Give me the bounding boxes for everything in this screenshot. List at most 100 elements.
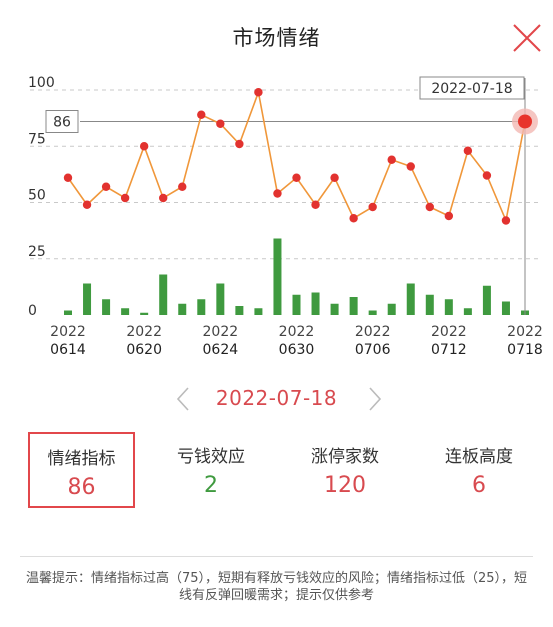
divider: [20, 556, 533, 557]
bar: [64, 310, 72, 315]
stat-sentiment-index[interactable]: 情绪指标 86: [28, 432, 135, 508]
data-point: [120, 193, 130, 203]
data-point: [387, 155, 396, 164]
bar: [482, 285, 491, 315]
data-point: [349, 214, 358, 223]
x-tick-year: 2022: [279, 324, 315, 340]
data-point: [444, 211, 454, 221]
sentiment-chart: 100 75 50 25 0 86 2022-07-18 2022 0614 2022 0620 20…: [0, 70, 553, 370]
x-tick-year: 2022: [355, 324, 391, 340]
current-date: 2022-07-18: [215, 386, 338, 410]
data-point: [292, 173, 301, 182]
bar: [197, 299, 206, 315]
x-tick-year: 2022: [50, 324, 86, 340]
bar: [273, 238, 282, 315]
x-tick-year: 2022: [507, 324, 543, 340]
data-point: [101, 182, 111, 191]
stat-value: 86: [67, 475, 96, 500]
bar: [501, 301, 510, 315]
y-tick-label: 100: [28, 75, 55, 91]
data-point: [273, 189, 282, 198]
close-button[interactable]: [509, 20, 545, 56]
x-tick-date: 0614: [50, 342, 86, 358]
sentiment-line: [67, 89, 526, 224]
y-tick-label: 0: [28, 303, 37, 319]
data-point: [216, 119, 225, 128]
bar: [406, 283, 415, 315]
x-tick-date: 0624: [203, 342, 239, 358]
chevron-right-icon: [369, 387, 382, 411]
data-point: [63, 173, 73, 182]
data-point: [139, 142, 149, 151]
y-tick-label: 75: [28, 131, 46, 147]
data-point: [178, 182, 187, 191]
bar: [330, 303, 339, 315]
next-date-button[interactable]: [364, 386, 384, 412]
data-point: [406, 162, 415, 171]
date-navigator: 2022-07-18: [0, 380, 553, 420]
data-point: [501, 216, 511, 225]
data-point: [311, 200, 320, 209]
bar: [444, 299, 453, 315]
y-tick-label: 50: [28, 188, 46, 204]
value-box-frame: [45, 110, 79, 133]
bar: [311, 292, 320, 315]
x-tick-year: 2022: [203, 324, 239, 340]
data-point: [425, 202, 434, 212]
bar: [292, 294, 301, 315]
x-tick-date: 0718: [507, 342, 543, 358]
prev-date-button[interactable]: [174, 386, 194, 412]
stat-loss-effect[interactable]: 亏钱效应 2: [156, 432, 266, 508]
data-point: [330, 173, 339, 182]
bar: [159, 274, 168, 315]
header: 市场情绪: [0, 0, 553, 70]
bar: [216, 283, 225, 315]
stats-row: 情绪指标 86 亏钱效应 2 涨停家数 120 连板高度 6: [0, 432, 553, 512]
stat-value: 6: [472, 473, 486, 498]
y-tick-label: 25: [28, 244, 46, 260]
stat-label: 情绪指标: [47, 449, 116, 469]
x-tick-date: 0712: [431, 342, 467, 358]
value-label-text: 86: [53, 115, 71, 131]
stat-consecutive-height[interactable]: 连板高度 6: [424, 432, 534, 508]
x-tick-year: 2022: [431, 324, 467, 340]
chart-svg[interactable]: 100 75 50 25 0 86 2022-07-18 2022 0614 2022 0620 20…: [0, 70, 553, 370]
bar: [178, 303, 187, 315]
bar: [102, 299, 111, 315]
stat-value: 120: [324, 473, 366, 498]
data-point: [82, 200, 92, 209]
bar: [140, 312, 149, 315]
x-tick-date: 0630: [279, 342, 315, 358]
stat-label: 连板高度: [445, 447, 513, 467]
data-point: [235, 139, 244, 149]
value-label-box: 86: [45, 110, 79, 133]
data-point: [254, 88, 263, 97]
date-box-frame: [419, 76, 525, 100]
data-point: [159, 193, 168, 203]
highlight-point: [518, 114, 532, 129]
close-icon: [513, 24, 541, 52]
stat-label: 涨停家数: [311, 447, 379, 467]
date-label-text: 2022-07-18: [431, 81, 512, 97]
bar: [254, 308, 263, 315]
data-point: [463, 146, 473, 155]
bar: [387, 303, 396, 315]
x-tick-year: 2022: [126, 324, 162, 340]
bar: [463, 308, 472, 315]
stat-limit-up-count[interactable]: 涨停家数 120: [290, 432, 400, 508]
page-title: 市场情绪: [232, 26, 321, 50]
bar: [368, 310, 377, 315]
stat-value: 2: [204, 473, 218, 498]
date-label-box: 2022-07-18: [419, 76, 525, 100]
bar: [83, 283, 92, 315]
disclaimer-text: 温馨提示：情绪指标过高（75），短期有释放亏钱效应的风险；情绪指标过低（25），…: [25, 571, 528, 603]
bar: [425, 294, 434, 315]
data-point: [482, 171, 492, 180]
data-point: [368, 202, 377, 212]
data-point: [197, 110, 206, 119]
bar: [235, 306, 244, 315]
bar: [349, 297, 358, 315]
x-tick-date: 0620: [126, 342, 162, 358]
x-tick-date: 0706: [355, 342, 391, 358]
bar: [121, 308, 130, 315]
